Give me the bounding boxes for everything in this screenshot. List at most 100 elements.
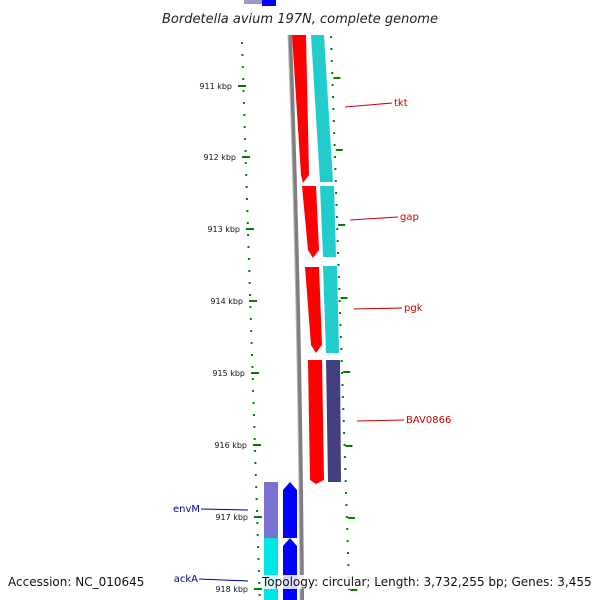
gene-label-tkt[interactable]: tkt bbox=[394, 98, 408, 109]
skew-dot bbox=[335, 192, 338, 194]
skew-dot bbox=[332, 108, 335, 110]
skew-dot bbox=[252, 414, 255, 416]
skew-dot bbox=[242, 90, 245, 92]
skew-dot bbox=[347, 564, 350, 566]
skew-dot bbox=[244, 150, 247, 152]
skew-dot bbox=[255, 486, 258, 488]
skew-dot bbox=[346, 528, 349, 530]
skew-dot bbox=[345, 516, 348, 518]
backbone-highlight bbox=[287, 34, 301, 600]
gene-label-bav0866[interactable]: BAV0866 bbox=[406, 415, 451, 426]
skew-dot bbox=[330, 60, 333, 62]
leader-line-envm bbox=[200, 508, 249, 511]
skew-dot bbox=[246, 210, 249, 212]
skew-dot bbox=[243, 114, 246, 116]
skew-dot bbox=[256, 522, 259, 524]
skew-dot bbox=[247, 246, 250, 248]
skew-dot bbox=[244, 138, 247, 140]
skew-dot bbox=[342, 420, 345, 422]
skew-dot bbox=[340, 348, 343, 350]
skew-dot bbox=[339, 324, 342, 326]
gene-label-pgk[interactable]: pgk bbox=[404, 303, 423, 314]
skew-dot bbox=[334, 180, 337, 182]
skew-dot bbox=[344, 468, 347, 470]
gene-label-acka[interactable]: ackA bbox=[174, 574, 198, 585]
skew-dot bbox=[253, 426, 256, 428]
skew-dot bbox=[247, 258, 250, 260]
skew-dot bbox=[339, 312, 342, 314]
skew-dot bbox=[331, 72, 334, 74]
leader-line-acka bbox=[198, 578, 249, 582]
skew-dot bbox=[256, 534, 259, 536]
skew-dot bbox=[348, 588, 351, 590]
skew-dot bbox=[342, 408, 345, 410]
skew-dot bbox=[339, 336, 342, 338]
skew-dot bbox=[341, 372, 344, 374]
skew-dot bbox=[254, 462, 257, 464]
skew-dot bbox=[333, 144, 336, 146]
leader-line-tkt bbox=[344, 102, 393, 108]
genome-summary-label: Topology: circular; Length: 3,732,255 bp… bbox=[262, 575, 592, 589]
skew-dot bbox=[254, 450, 257, 452]
skew-dot bbox=[241, 42, 243, 44]
skew-dot bbox=[245, 174, 248, 176]
skew-dot bbox=[347, 552, 349, 554]
skew-dot bbox=[344, 480, 347, 482]
backbone-ring bbox=[288, 34, 304, 600]
skew-dot bbox=[256, 510, 258, 512]
forward-cds-pgk[interactable] bbox=[305, 267, 322, 353]
skew-dot bbox=[249, 318, 252, 320]
leader-line-gap bbox=[349, 216, 399, 221]
skew-dot bbox=[341, 396, 344, 398]
leader-line-bav0866 bbox=[356, 419, 405, 422]
skew-dot bbox=[254, 474, 257, 476]
cog-feature-envm bbox=[264, 482, 278, 538]
tick-label: 911 kbp bbox=[199, 82, 232, 91]
skew-dot bbox=[336, 228, 339, 230]
accession-label: Accession: NC_010645 bbox=[8, 575, 145, 589]
tick-label: 916 kbp bbox=[214, 441, 247, 450]
skew-dot bbox=[345, 504, 348, 506]
cog-feature-tkt bbox=[311, 35, 333, 182]
skew-dot bbox=[335, 204, 338, 206]
forward-cds-bav0866[interactable] bbox=[308, 360, 324, 484]
cog-feature-bav0866 bbox=[326, 360, 341, 482]
skew-dot bbox=[346, 540, 349, 542]
skew-dot bbox=[332, 120, 335, 122]
tick-label: 914 kbp bbox=[210, 297, 243, 306]
skew-dot bbox=[249, 306, 252, 308]
skew-dot bbox=[246, 222, 249, 224]
map-title: Bordetella avium 197N, complete genome bbox=[162, 12, 438, 27]
reverse-cds-acka[interactable] bbox=[283, 538, 297, 600]
skew-dot bbox=[250, 342, 253, 344]
skew-dot bbox=[334, 168, 337, 170]
forward-cds-gap[interactable] bbox=[302, 186, 319, 258]
skew-dot bbox=[337, 264, 340, 266]
forward-cds-tkt[interactable] bbox=[292, 35, 309, 183]
cog-feature-gap bbox=[320, 186, 336, 257]
tick-label: 913 kbp bbox=[207, 225, 240, 234]
cog-feature-pgk bbox=[323, 266, 339, 353]
skew-dot bbox=[345, 492, 347, 494]
gene-label-gap[interactable]: gap bbox=[400, 212, 419, 223]
skew-dot bbox=[251, 378, 254, 380]
skew-dot bbox=[343, 432, 346, 434]
position-ticks: 911 kbp 912 kbp 913 kbp 914 kbp 915 kbp 916 k… bbox=[199, 82, 262, 594]
reverse-cds-envm[interactable] bbox=[283, 482, 297, 538]
skew-dot bbox=[243, 126, 246, 128]
skew-dot bbox=[332, 96, 334, 98]
skew-dot bbox=[241, 66, 244, 68]
tick-label: 917 kbp bbox=[215, 513, 248, 522]
skew-dot bbox=[330, 48, 333, 50]
skew-dot bbox=[257, 546, 260, 548]
skew-dot bbox=[333, 132, 336, 134]
skew-dot bbox=[255, 498, 258, 500]
skew-dot bbox=[335, 216, 338, 218]
skew-dot bbox=[248, 282, 251, 284]
cog-feature-acka bbox=[264, 538, 278, 600]
gene-label-envm[interactable]: envM bbox=[173, 504, 200, 515]
tick-label: 918 kbp bbox=[215, 585, 248, 594]
skew-dot bbox=[248, 270, 251, 272]
skew-dot bbox=[242, 78, 245, 80]
skew-dot bbox=[337, 276, 340, 278]
